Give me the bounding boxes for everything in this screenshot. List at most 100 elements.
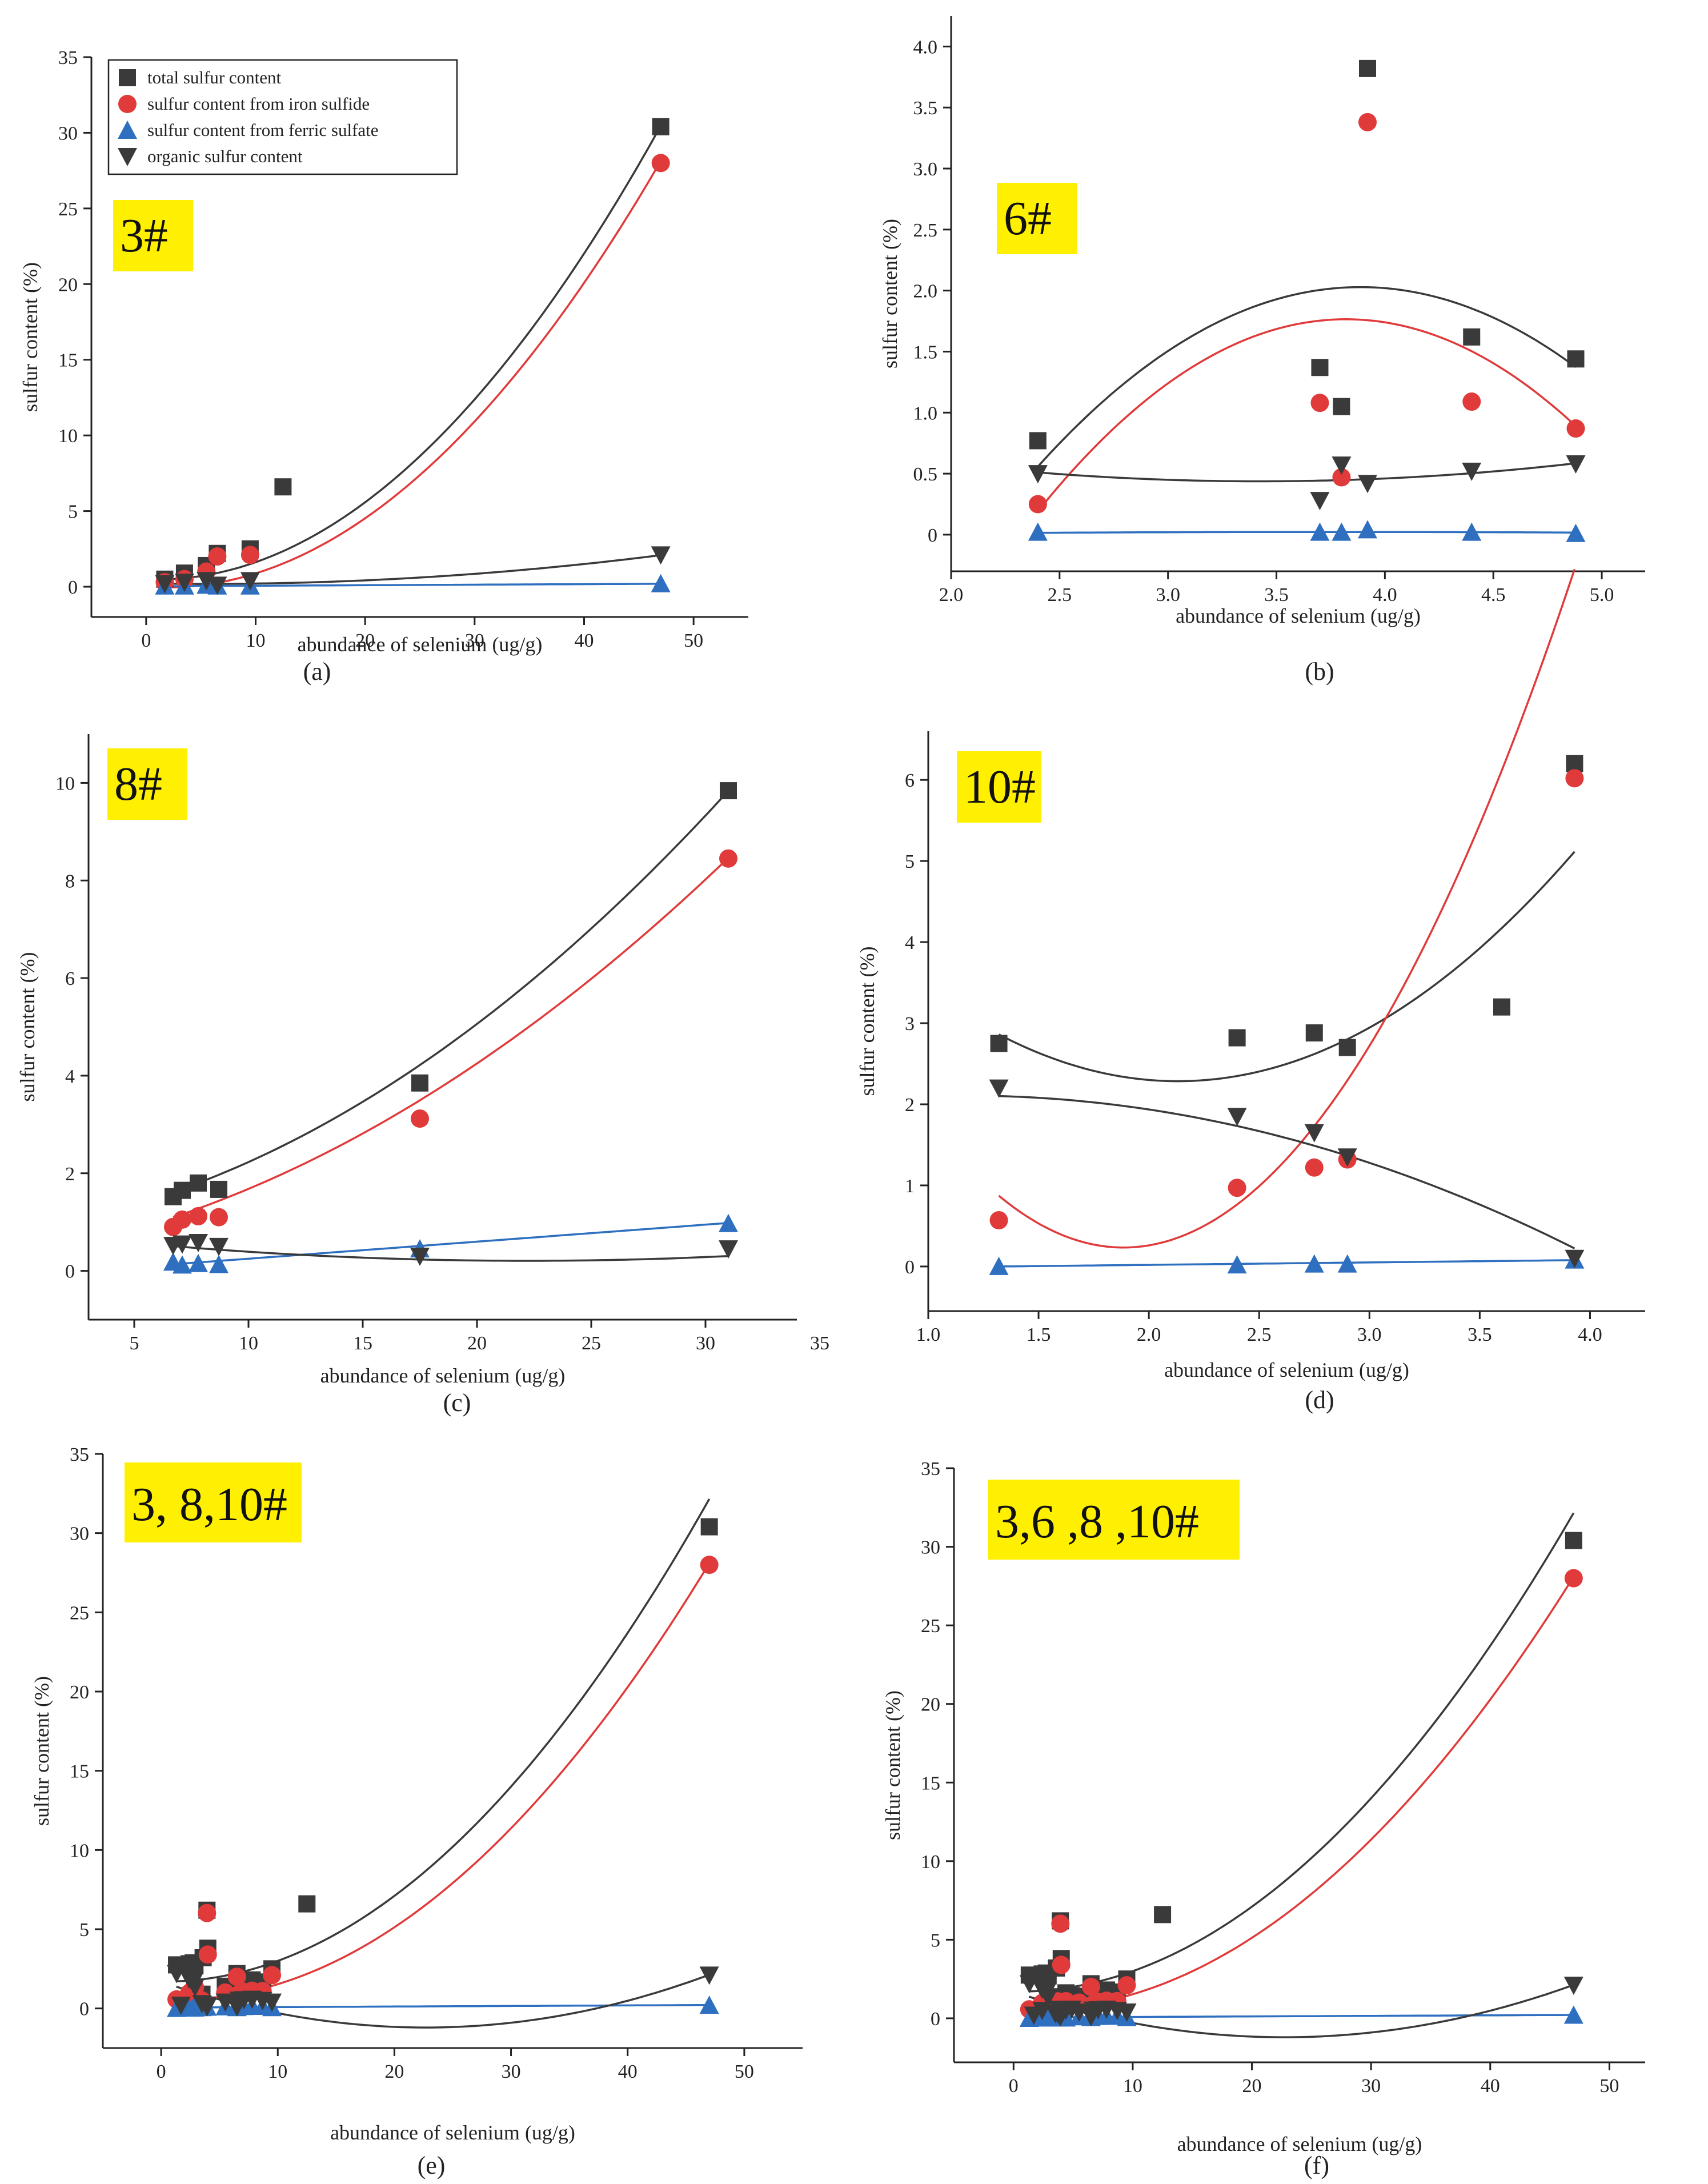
point-total bbox=[210, 1180, 227, 1198]
chart-b: 0 0.5 1.0 1.5 2.0 2.5 3.0 3.5 4.0 2.0 2.5 3.0 3.5 4.0… bbox=[879, 16, 1645, 686]
y-tick-label: 0.5 bbox=[913, 464, 938, 485]
point-organic bbox=[719, 1240, 738, 1259]
panel-caption: (d) bbox=[1305, 1386, 1334, 1414]
chart-a: 0 5 10 15 20 25 30 35 0 10 20 30 40 50 abundance of se… bbox=[19, 47, 748, 686]
chart-f: 0 5 10 15 20 25 30 35 0 10 20 30 40 50 abundance of se… bbox=[881, 1458, 1645, 2179]
point-fes bbox=[1052, 1955, 1070, 1974]
point-organic bbox=[207, 576, 227, 595]
legend-label-fes: sulfur content from iron sulfide bbox=[147, 94, 370, 114]
point-total bbox=[174, 1181, 191, 1199]
sample-tag: 3, 8,10# bbox=[131, 1478, 287, 1531]
point-organic bbox=[189, 1234, 208, 1253]
point-organic bbox=[1028, 465, 1048, 484]
y-axis-title: sulfur content (%) bbox=[30, 1676, 53, 1826]
point-ferric bbox=[1566, 523, 1586, 542]
y-tick-label: 30 bbox=[70, 1524, 89, 1545]
x-tick-label: 25 bbox=[582, 1333, 601, 1354]
x-tick-label: 40 bbox=[1481, 2075, 1500, 2097]
x-tick-label: 0 bbox=[141, 630, 151, 651]
point-fes bbox=[210, 1208, 228, 1227]
x-tick-label: 4.0 bbox=[1578, 1324, 1602, 1345]
sample-tag-bg bbox=[113, 200, 193, 271]
fit-curve-total bbox=[173, 790, 729, 1193]
point-total bbox=[720, 782, 737, 800]
point-organic bbox=[185, 1978, 205, 1997]
y-tick-label: 0 bbox=[79, 1999, 89, 2020]
legend-marker-total bbox=[119, 69, 136, 86]
point-ferric bbox=[209, 1255, 228, 1273]
y-tick-label: 10 bbox=[58, 426, 78, 447]
fit-curve-total bbox=[165, 125, 662, 580]
y-tick-label: 35 bbox=[58, 47, 78, 69]
panel-caption: (b) bbox=[1305, 658, 1334, 686]
chart-e: 0 5 10 15 20 25 30 35 0 10 20 30 40 50 abundance of se… bbox=[30, 1444, 803, 2179]
fit-curve-fes bbox=[998, 568, 1576, 1249]
y-tick-label: 1.5 bbox=[913, 342, 938, 363]
point-ferric bbox=[189, 1253, 208, 1272]
sample-tag-bg bbox=[997, 183, 1077, 254]
point-organic bbox=[1304, 1124, 1324, 1143]
point-fes bbox=[989, 1211, 1008, 1230]
y-tick-label: 2.5 bbox=[913, 220, 938, 241]
x-tick-label: 20 bbox=[467, 1333, 487, 1354]
point-organic bbox=[155, 575, 175, 594]
point-total bbox=[1333, 398, 1350, 415]
x-axis-title: abundance of selenium (ug/g) bbox=[330, 2121, 575, 2144]
point-fes bbox=[240, 546, 259, 564]
point-organic bbox=[1038, 1988, 1058, 2007]
point-organic bbox=[209, 1237, 228, 1256]
y-tick-label: 0 bbox=[905, 1257, 915, 1278]
point-total bbox=[652, 118, 669, 135]
y-tick-label: 20 bbox=[921, 1694, 940, 1716]
x-tick-label: 5.0 bbox=[1590, 584, 1614, 606]
point-total bbox=[1493, 998, 1510, 1016]
x-tick-label: 2.0 bbox=[939, 584, 964, 606]
y-tick-label: 1.0 bbox=[913, 403, 938, 424]
x-axis-title: abundance of selenium (ug/g) bbox=[1177, 2133, 1422, 2155]
point-total bbox=[1338, 1039, 1356, 1056]
x-tick-label: 4.0 bbox=[1373, 584, 1397, 606]
point-ferric bbox=[1337, 1254, 1357, 1273]
y-axis-title: sulfur content (%) bbox=[879, 219, 901, 368]
point-organic bbox=[410, 1247, 430, 1266]
point-fes bbox=[719, 849, 737, 868]
x-axis-title: abundance of selenium (ug/g) bbox=[1164, 1359, 1409, 1381]
x-axis-title: abundance of selenium (ug/g) bbox=[1176, 604, 1421, 627]
x-tick-label: 20 bbox=[1242, 2075, 1262, 2097]
y-tick-label: 4 bbox=[905, 932, 915, 953]
point-ferric bbox=[651, 574, 671, 592]
x-tick-label: 30 bbox=[1361, 2075, 1381, 2097]
point-total bbox=[190, 1174, 207, 1192]
fit-curve-ferric bbox=[999, 1259, 1575, 1268]
point-total bbox=[1305, 1024, 1323, 1042]
y-tick-label: 3.5 bbox=[913, 98, 938, 119]
x-tick-label: 50 bbox=[1599, 2075, 1619, 2097]
point-total bbox=[1311, 359, 1329, 376]
fit-curve-total bbox=[998, 851, 1575, 1083]
y-tick-label: 6 bbox=[65, 968, 75, 989]
x-tick-label: 3.5 bbox=[1264, 584, 1289, 606]
point-fes bbox=[1228, 1179, 1246, 1197]
point-total bbox=[990, 1035, 1008, 1052]
point-ferric bbox=[173, 1255, 192, 1274]
panel-caption: (c) bbox=[443, 1389, 471, 1417]
point-ferric bbox=[1332, 522, 1352, 541]
point-organic bbox=[1563, 1977, 1583, 1995]
y-tick-label: 25 bbox=[921, 1616, 940, 1637]
y-axis-title: sulfur content (%) bbox=[881, 1690, 904, 1840]
y-tick-label: 0 bbox=[931, 2009, 940, 2030]
point-fes bbox=[208, 547, 227, 566]
legend: total sulfur content sulfur content from … bbox=[107, 59, 458, 175]
point-fes bbox=[1564, 1569, 1583, 1588]
point-organic bbox=[1565, 1249, 1585, 1268]
point-organic bbox=[262, 1993, 282, 2012]
point-organic bbox=[1227, 1108, 1247, 1127]
fit-curve-total bbox=[176, 1498, 711, 1982]
x-tick-label: 10 bbox=[239, 1333, 258, 1354]
point-total bbox=[1567, 350, 1585, 368]
sample-tag: 10# bbox=[964, 760, 1036, 814]
fit-curve-ferric bbox=[173, 1221, 729, 1265]
sample-tag-bg bbox=[107, 748, 187, 820]
panel-caption: (f) bbox=[1304, 2151, 1329, 2179]
point-fes bbox=[227, 1967, 246, 1986]
